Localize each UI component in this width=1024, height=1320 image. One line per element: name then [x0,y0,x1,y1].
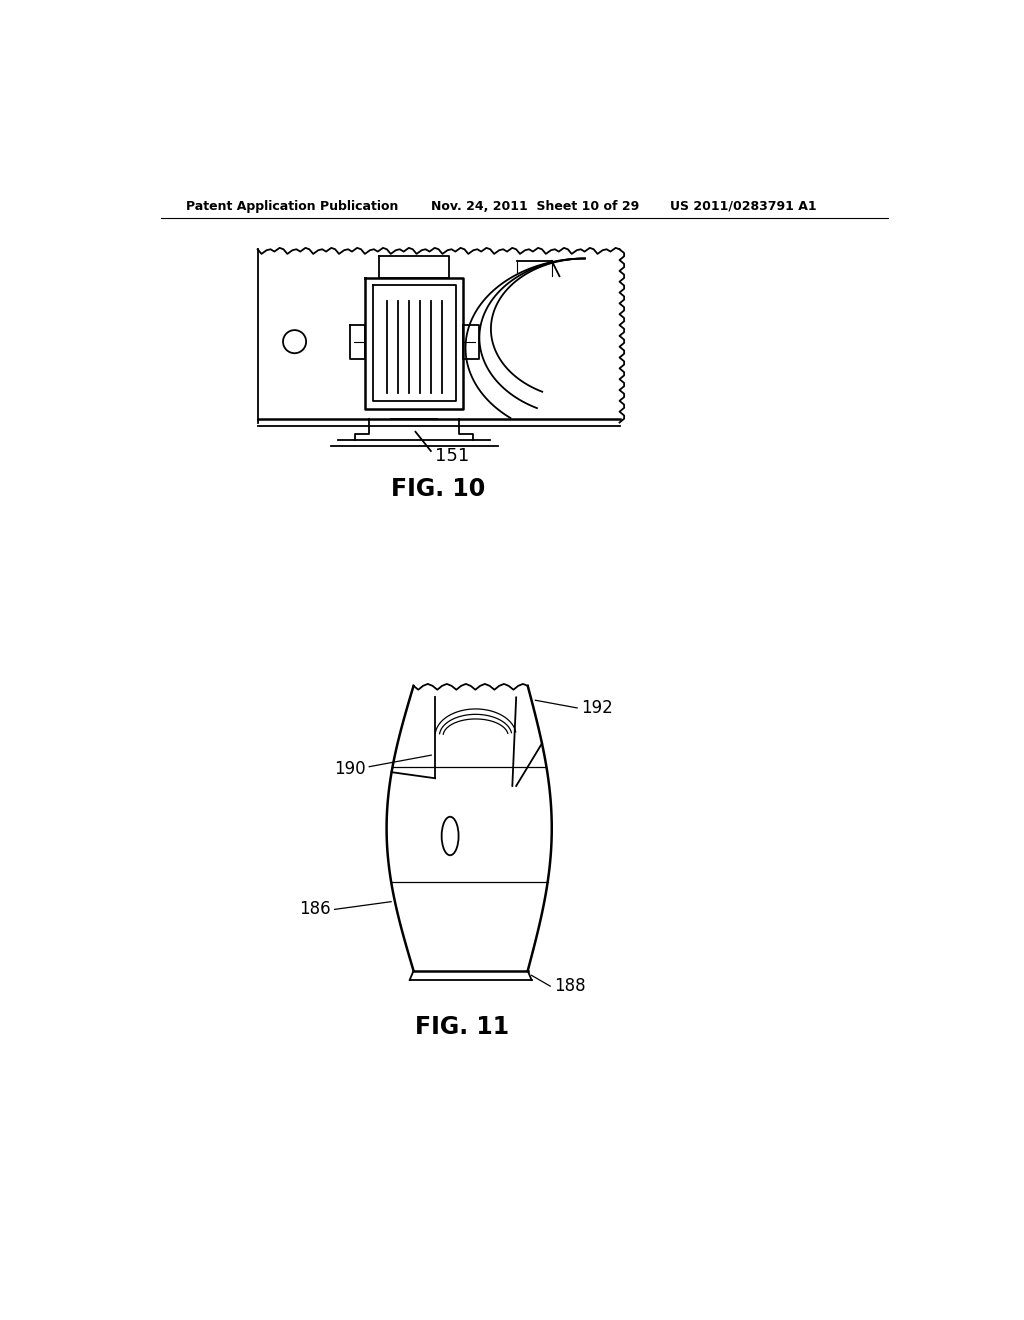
Text: FIG. 10: FIG. 10 [391,478,485,502]
Text: US 2011/0283791 A1: US 2011/0283791 A1 [670,199,816,213]
Text: 151: 151 [435,447,469,466]
Text: FIG. 11: FIG. 11 [415,1015,509,1039]
Text: 190: 190 [334,760,366,777]
Text: 186: 186 [299,900,331,919]
Text: Patent Application Publication: Patent Application Publication [186,199,398,213]
Text: 188: 188 [554,977,586,995]
Text: Nov. 24, 2011  Sheet 10 of 29: Nov. 24, 2011 Sheet 10 of 29 [431,199,639,213]
Text: 192: 192 [581,698,612,717]
